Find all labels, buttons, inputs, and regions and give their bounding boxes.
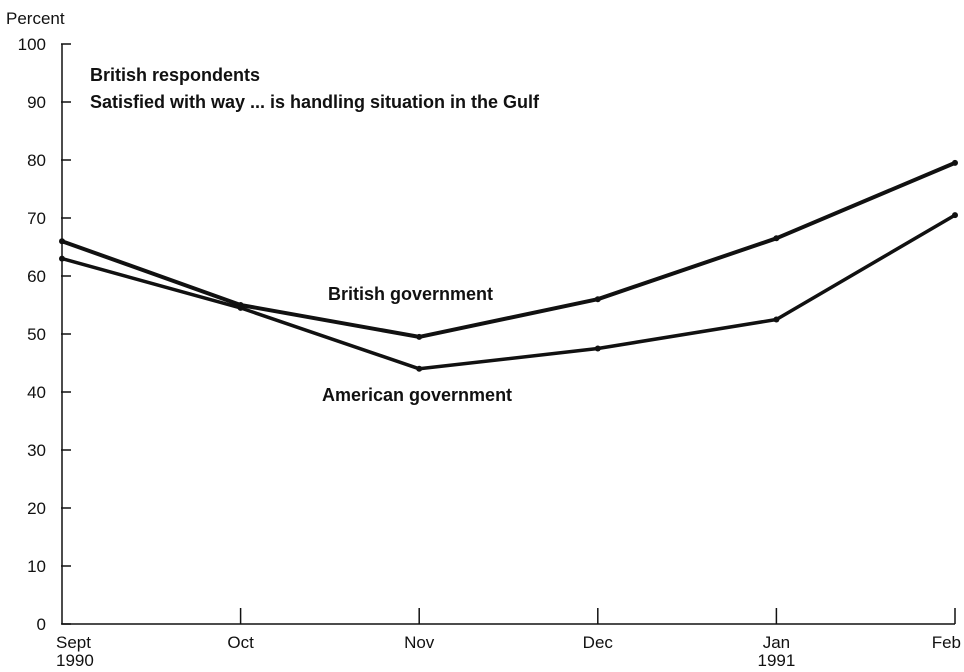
- series-label-american-government: American government: [322, 385, 512, 405]
- y-tick-label: 30: [27, 441, 46, 460]
- y-tick-label: 70: [27, 209, 46, 228]
- y-tick-label: 60: [27, 267, 46, 286]
- chart-subtitle: Satisfied with way ... is handling situa…: [90, 92, 540, 112]
- y-tick-label: 10: [27, 557, 46, 576]
- y-tick-label: 40: [27, 383, 46, 402]
- x-tick-sublabel: 1990: [56, 651, 94, 670]
- data-point-british-government: [59, 238, 65, 245]
- series-layer: [59, 159, 958, 372]
- series-line-american-government: [60, 213, 957, 371]
- y-axis-title: Percent: [6, 9, 65, 28]
- data-point-american-government: [59, 255, 65, 262]
- y-axis-ticks: 0 10 20 30 40 50 60 70 80 90 100: [18, 35, 71, 634]
- y-tick-label: 50: [27, 325, 46, 344]
- y-tick-label: 0: [37, 615, 46, 634]
- data-point-british-government: [594, 296, 601, 303]
- x-tick-label: Sept: [56, 633, 91, 652]
- chart-title: British respondents: [90, 65, 260, 85]
- data-point-british-government: [773, 235, 780, 242]
- x-tick-label: Oct: [227, 633, 254, 652]
- y-tick-label: 20: [27, 499, 46, 518]
- data-point-american-government: [594, 345, 601, 352]
- data-point-american-government: [416, 365, 423, 372]
- x-tick-label: Dec: [583, 633, 614, 652]
- data-point-american-government: [237, 304, 244, 311]
- data-point-american-government: [773, 316, 780, 323]
- y-tick-label: 80: [27, 151, 46, 170]
- x-tick-label: Jan: [763, 633, 790, 652]
- y-tick-label: 100: [18, 35, 46, 54]
- series-label-british-government: British government: [328, 284, 493, 304]
- x-tick-sublabel: 1991: [757, 651, 795, 670]
- data-point-american-government: [952, 212, 958, 219]
- x-tick-label: Nov: [404, 633, 435, 652]
- data-point-british-government: [416, 333, 423, 340]
- x-tick-label: Feb: [932, 633, 961, 652]
- data-point-british-government: [952, 159, 958, 166]
- y-tick-label: 90: [27, 93, 46, 112]
- series-line-british-government: [60, 160, 957, 339]
